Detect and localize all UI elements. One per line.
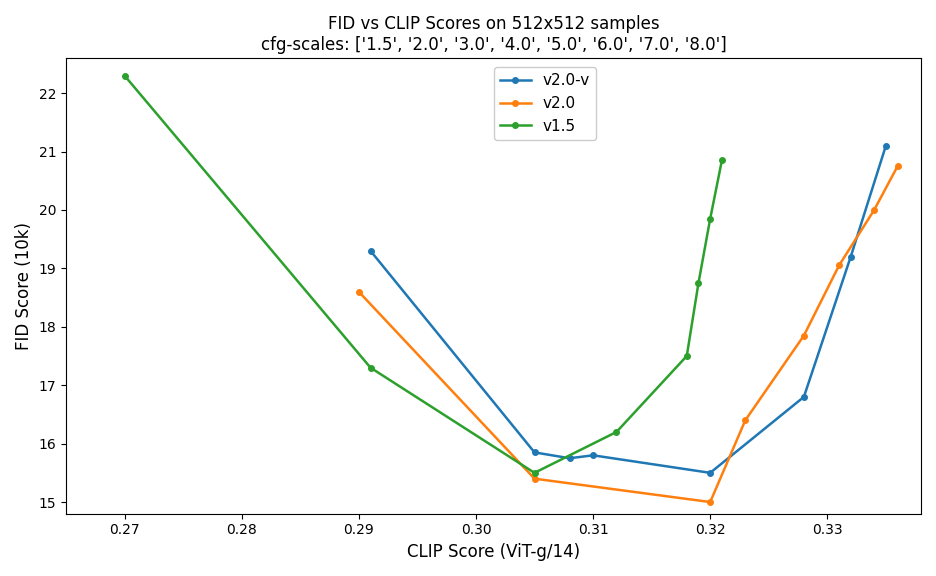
v1.5 (611, 429, 622, 435)
v2.0 (529, 475, 540, 482)
v2.0-v (880, 142, 891, 149)
v2.0-v (705, 469, 716, 476)
v2.0 (353, 289, 364, 295)
v2.0 (869, 207, 880, 214)
v1.5 (529, 469, 540, 476)
v2.0 (705, 499, 716, 506)
Title: FID vs CLIP Scores on 512x512 samples
cfg-scales: ['1.5', '2.0', '3.0', '4.0', ': FID vs CLIP Scores on 512x512 samples cf… (260, 15, 726, 54)
v1.5 (716, 157, 727, 164)
Line: v2.0: v2.0 (356, 164, 900, 505)
v2.0-v (845, 253, 856, 260)
Line: v1.5: v1.5 (122, 73, 724, 476)
Y-axis label: FID Score (10k): FID Score (10k) (15, 222, 33, 350)
v2.0 (833, 262, 844, 269)
v2.0 (892, 163, 903, 170)
v2.0-v (564, 455, 576, 462)
v2.0 (798, 332, 810, 339)
v1.5 (365, 364, 376, 371)
v1.5 (693, 279, 704, 286)
X-axis label: CLIP Score (ViT-g/14): CLIP Score (ViT-g/14) (407, 543, 580, 561)
Legend: v2.0-v, v2.0, v1.5: v2.0-v, v2.0, v1.5 (494, 67, 596, 140)
v1.5 (705, 215, 716, 222)
v2.0-v (529, 449, 540, 456)
v2.0-v (365, 248, 376, 255)
v2.0-v (798, 393, 810, 400)
v2.0 (739, 417, 751, 424)
v1.5 (681, 353, 693, 359)
v2.0-v (588, 452, 599, 458)
v1.5 (119, 72, 130, 79)
Line: v2.0-v: v2.0-v (368, 143, 888, 476)
